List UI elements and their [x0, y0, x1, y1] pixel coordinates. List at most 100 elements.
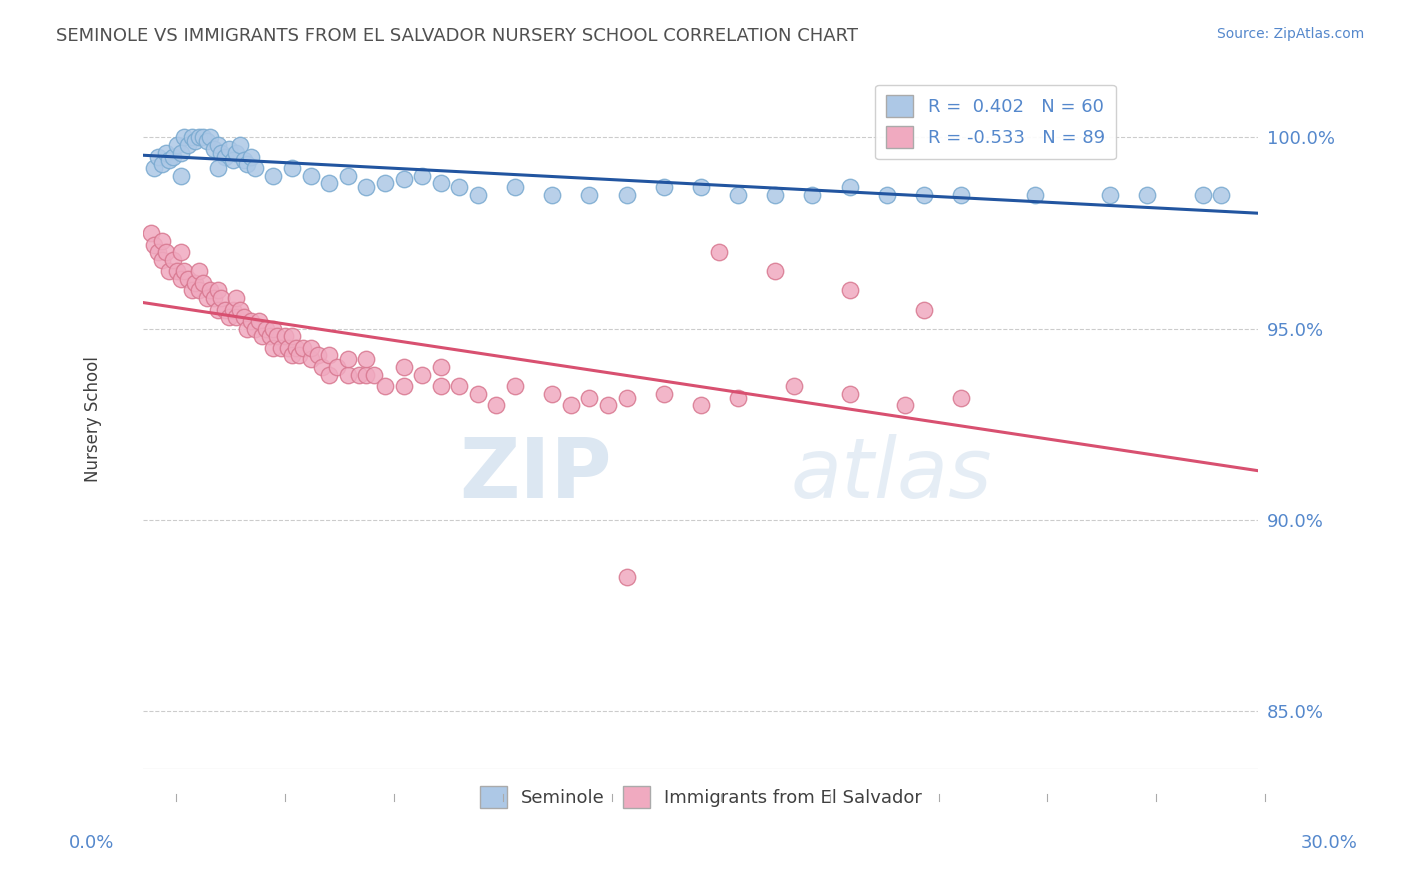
Point: [783, 379, 806, 393]
Point: [838, 284, 860, 298]
Point: [311, 359, 333, 374]
Point: [169, 245, 191, 260]
Point: [191, 130, 214, 145]
Point: [299, 341, 322, 355]
Point: [207, 161, 229, 175]
Point: [1191, 187, 1213, 202]
Point: [318, 368, 340, 382]
Point: [221, 302, 243, 317]
Point: [318, 176, 340, 190]
Point: [616, 187, 638, 202]
Point: [188, 284, 211, 298]
Point: [912, 187, 935, 202]
Point: [207, 138, 229, 153]
Point: [166, 138, 188, 153]
Point: [429, 176, 451, 190]
Point: [157, 264, 180, 278]
Point: [596, 398, 619, 412]
Point: [266, 329, 288, 343]
Point: [411, 368, 433, 382]
Text: ZIP: ZIP: [460, 434, 612, 515]
Point: [162, 252, 184, 267]
Point: [225, 310, 247, 325]
Point: [218, 142, 240, 156]
Point: [243, 321, 266, 335]
Point: [150, 234, 173, 248]
Point: [236, 157, 259, 171]
Point: [1136, 187, 1159, 202]
Point: [202, 291, 225, 305]
Point: [392, 379, 415, 393]
Point: [262, 321, 284, 335]
Point: [259, 329, 281, 343]
Point: [356, 368, 378, 382]
Point: [148, 149, 170, 163]
Point: [652, 180, 675, 194]
Point: [374, 176, 396, 190]
Point: [262, 169, 284, 183]
Point: [214, 149, 236, 163]
Point: [578, 391, 600, 405]
Point: [270, 341, 292, 355]
Point: [191, 276, 214, 290]
Point: [240, 314, 263, 328]
Point: [689, 398, 711, 412]
Point: [449, 180, 471, 194]
Point: [218, 310, 240, 325]
Point: [336, 352, 359, 367]
Point: [243, 161, 266, 175]
Point: [180, 130, 202, 145]
Point: [177, 272, 200, 286]
Point: [200, 130, 222, 145]
Point: [166, 264, 188, 278]
Point: [299, 352, 322, 367]
Point: [912, 302, 935, 317]
Point: [336, 169, 359, 183]
Point: [1098, 187, 1121, 202]
Point: [763, 264, 786, 278]
Point: [503, 379, 526, 393]
Point: [616, 391, 638, 405]
Point: [299, 169, 322, 183]
Point: [709, 245, 731, 260]
Point: [236, 321, 259, 335]
Point: [173, 264, 195, 278]
Point: [307, 348, 329, 362]
Point: [689, 180, 711, 194]
Point: [273, 329, 295, 343]
Point: [177, 138, 200, 153]
Text: Source: ZipAtlas.com: Source: ZipAtlas.com: [1216, 27, 1364, 41]
Point: [616, 570, 638, 584]
Point: [157, 153, 180, 168]
Point: [485, 398, 508, 412]
Point: [169, 272, 191, 286]
Point: [143, 237, 166, 252]
Point: [392, 172, 415, 186]
Point: [195, 291, 218, 305]
Point: [150, 252, 173, 267]
Point: [356, 352, 378, 367]
Point: [1024, 187, 1046, 202]
Point: [247, 314, 270, 328]
Point: [252, 329, 274, 343]
Point: [727, 187, 749, 202]
Point: [347, 368, 370, 382]
Point: [209, 291, 232, 305]
Point: [184, 276, 207, 290]
Point: [277, 341, 299, 355]
Point: [202, 142, 225, 156]
Point: [229, 302, 252, 317]
Point: [318, 348, 340, 362]
Point: [225, 291, 247, 305]
Point: [727, 391, 749, 405]
Point: [162, 149, 184, 163]
Point: [281, 161, 304, 175]
Point: [139, 226, 162, 240]
Point: [838, 180, 860, 194]
Point: [180, 284, 202, 298]
Point: [254, 321, 277, 335]
Point: [356, 180, 378, 194]
Text: SEMINOLE VS IMMIGRANTS FROM EL SALVADOR NURSERY SCHOOL CORRELATION CHART: SEMINOLE VS IMMIGRANTS FROM EL SALVADOR …: [56, 27, 858, 45]
Point: [281, 348, 304, 362]
Point: [281, 329, 304, 343]
